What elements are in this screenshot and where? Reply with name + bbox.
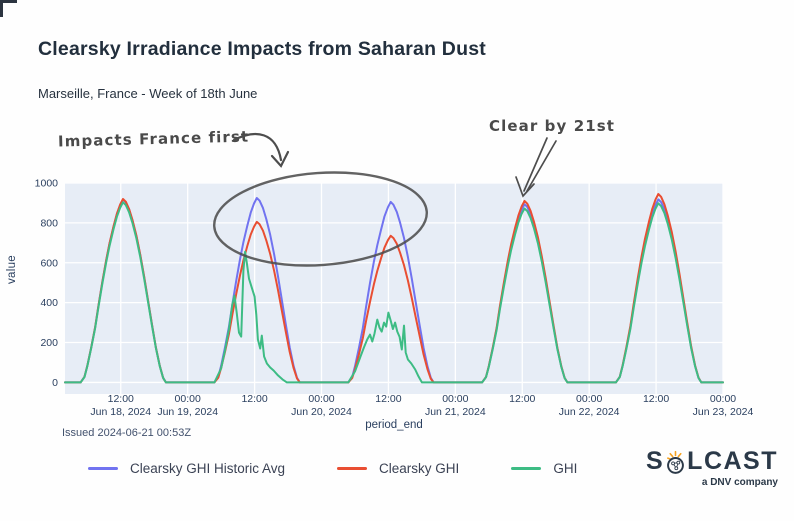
solcast-sun-o-icon	[667, 450, 685, 474]
curved-arrow-shaft	[232, 132, 283, 162]
highlight-ellipse	[213, 171, 428, 267]
annotation-clear-by-21st: Clear by 21st	[489, 117, 616, 135]
y-tick-label: 400	[40, 297, 58, 309]
legend-swatch-ghi-icon	[511, 466, 542, 471]
legend-swatch-clearsky-ghi-icon	[337, 466, 368, 471]
clear-arrow-shaft	[523, 137, 557, 192]
x-tick-time: 12:00	[108, 393, 134, 405]
legend-item-ghi[interactable]: GHI	[511, 461, 577, 476]
solcast-logo: S LCAST a DNV company	[646, 446, 778, 489]
y-tick-label: 600	[40, 257, 58, 269]
x-tick-time: 00:00	[710, 393, 736, 405]
solcast-wordmark: S LCAST	[646, 446, 778, 476]
y-tick-label: 0	[52, 377, 58, 389]
screenshot-corner-mark	[0, 0, 17, 17]
plot-area	[65, 183, 723, 394]
legend-item-clearsky-ghi-historic-avg[interactable]: Clearsky GHI Historic Avg	[88, 461, 285, 476]
x-tick-date: Jun 23, 2024	[693, 406, 754, 418]
legend-label: Clearsky GHI	[379, 461, 460, 476]
series-line-ghi	[64, 201, 724, 384]
clear-arrow-head	[515, 176, 535, 198]
x-tick-date: Jun 20, 2024	[291, 406, 352, 418]
logo-letters-lcast: LCAST	[687, 446, 778, 475]
y-tick-label: 1000	[35, 178, 59, 190]
x-tick-time: 00:00	[576, 393, 602, 405]
y-tick-label: 200	[40, 337, 58, 349]
plot-background	[65, 183, 723, 394]
node-network-icon	[671, 460, 681, 471]
x-tick-date: Jun 19, 2024	[157, 406, 218, 418]
x-tick-time: 00:00	[442, 393, 468, 405]
x-tick-date: Jun 18, 2024	[90, 406, 151, 418]
curved-arrow-head	[270, 150, 290, 168]
y-axis-title: value	[6, 255, 18, 284]
chart-legend: Clearsky GHI Historic Avg Clearsky GHI G…	[88, 461, 577, 476]
x-tick-time: 12:00	[509, 393, 535, 405]
x-axis-title: period_end	[365, 419, 423, 431]
x-tick-date: Jun 21, 2024	[425, 406, 486, 418]
page-subtitle: Marseille, France - Week of 18th June	[38, 86, 258, 101]
legend-item-clearsky-ghi[interactable]: Clearsky GHI	[337, 461, 459, 476]
page-title: Clearsky Irradiance Impacts from Saharan…	[38, 38, 486, 60]
legend-label: Clearsky GHI Historic Avg	[130, 461, 286, 476]
logo-tagline: a DNV company	[701, 477, 778, 488]
legend-swatch-historic-avg-icon	[88, 466, 118, 471]
logo-letter-s: S	[646, 446, 665, 475]
sketch-annotations	[213, 132, 557, 267]
data-series	[64, 193, 724, 384]
x-tick-time: 12:00	[375, 393, 401, 405]
x-tick-time: 12:00	[241, 393, 267, 405]
x-tick-time: 12:00	[643, 393, 669, 405]
x-tick-date: Jun 22, 2024	[559, 406, 620, 418]
x-tick-time: 00:00	[175, 393, 201, 405]
issued-timestamp: Issued 2024-06-21 00:53Z	[62, 427, 192, 439]
x-tick-time: 00:00	[308, 393, 334, 405]
gridlines	[65, 182, 724, 394]
legend-label: GHI	[553, 461, 578, 476]
y-tick-label: 800	[40, 217, 58, 229]
